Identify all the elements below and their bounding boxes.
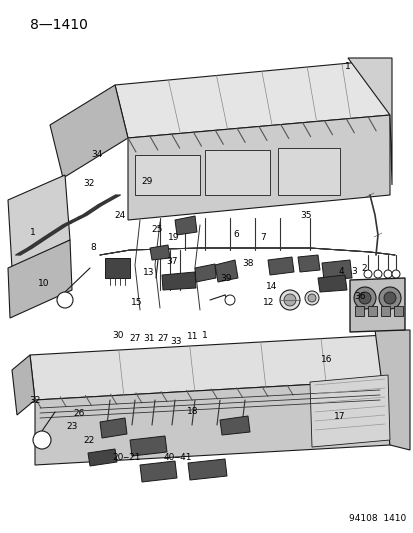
Polygon shape xyxy=(374,330,409,450)
Text: 38: 38 xyxy=(242,260,254,268)
Polygon shape xyxy=(105,258,130,278)
Bar xyxy=(354,306,363,316)
Text: 35: 35 xyxy=(300,212,311,220)
Circle shape xyxy=(383,292,395,304)
Text: 36: 36 xyxy=(354,293,365,301)
Polygon shape xyxy=(349,278,404,332)
Text: 17: 17 xyxy=(333,413,344,421)
Polygon shape xyxy=(175,216,197,235)
Text: 22: 22 xyxy=(83,437,95,445)
Text: 25: 25 xyxy=(151,225,163,233)
Circle shape xyxy=(378,287,400,309)
Bar xyxy=(393,306,402,316)
Text: 31: 31 xyxy=(143,334,154,343)
Polygon shape xyxy=(130,436,166,456)
Text: 32: 32 xyxy=(83,180,95,188)
Polygon shape xyxy=(188,459,226,480)
Text: 10: 10 xyxy=(38,279,49,288)
Text: 94108  1410: 94108 1410 xyxy=(348,514,405,523)
Text: 3: 3 xyxy=(350,268,356,276)
Text: 4: 4 xyxy=(338,268,344,276)
Polygon shape xyxy=(321,260,351,280)
Text: 40‒41: 40‒41 xyxy=(164,453,192,462)
Bar xyxy=(380,306,389,316)
Bar xyxy=(367,306,376,316)
Polygon shape xyxy=(12,355,35,415)
Text: 23: 23 xyxy=(66,422,78,431)
Polygon shape xyxy=(317,275,346,292)
Text: 8: 8 xyxy=(90,244,96,252)
Text: 12: 12 xyxy=(263,298,274,306)
Polygon shape xyxy=(161,272,195,290)
Polygon shape xyxy=(195,264,216,282)
Circle shape xyxy=(33,431,51,449)
Polygon shape xyxy=(309,375,389,447)
Text: 6: 6 xyxy=(233,230,238,239)
Text: 13: 13 xyxy=(143,269,154,277)
Polygon shape xyxy=(128,115,389,220)
Text: 29: 29 xyxy=(141,177,152,185)
Circle shape xyxy=(57,292,73,308)
Text: 19: 19 xyxy=(168,233,179,241)
Circle shape xyxy=(363,270,371,278)
Text: 7: 7 xyxy=(259,233,265,241)
Polygon shape xyxy=(297,255,319,272)
Text: 39: 39 xyxy=(219,274,231,282)
Polygon shape xyxy=(347,58,391,185)
Circle shape xyxy=(224,295,235,305)
Text: 27: 27 xyxy=(157,334,168,343)
Circle shape xyxy=(304,291,318,305)
Polygon shape xyxy=(8,175,70,268)
Circle shape xyxy=(358,292,370,304)
Text: 14: 14 xyxy=(265,282,276,291)
Circle shape xyxy=(383,270,391,278)
Circle shape xyxy=(391,270,399,278)
Text: 24: 24 xyxy=(114,212,126,220)
Polygon shape xyxy=(50,85,128,178)
Polygon shape xyxy=(204,150,269,195)
Text: 16: 16 xyxy=(320,356,332,364)
Polygon shape xyxy=(140,461,177,482)
Polygon shape xyxy=(150,245,170,260)
Text: 1: 1 xyxy=(202,332,207,340)
Polygon shape xyxy=(115,60,389,138)
Circle shape xyxy=(307,294,315,302)
Text: 33: 33 xyxy=(170,337,181,345)
Polygon shape xyxy=(8,240,72,318)
Text: 11: 11 xyxy=(186,333,198,341)
Polygon shape xyxy=(214,260,237,282)
Circle shape xyxy=(283,294,295,306)
Polygon shape xyxy=(135,155,199,195)
Polygon shape xyxy=(277,148,339,195)
Polygon shape xyxy=(88,449,117,466)
Text: 1: 1 xyxy=(344,62,350,71)
Text: 26: 26 xyxy=(73,409,84,417)
Text: 18: 18 xyxy=(186,407,198,416)
Circle shape xyxy=(373,270,381,278)
Text: 2: 2 xyxy=(361,264,366,272)
Text: 15: 15 xyxy=(131,298,142,306)
Polygon shape xyxy=(267,257,293,275)
Text: 20‒21: 20‒21 xyxy=(112,453,140,462)
Circle shape xyxy=(353,287,375,309)
Text: 37: 37 xyxy=(166,257,177,265)
Text: 30: 30 xyxy=(112,332,123,340)
Circle shape xyxy=(279,290,299,310)
Polygon shape xyxy=(35,380,389,465)
Text: 1: 1 xyxy=(30,229,36,237)
Polygon shape xyxy=(30,335,389,400)
Text: 34: 34 xyxy=(91,150,103,159)
Polygon shape xyxy=(100,418,127,438)
Text: 8—1410: 8—1410 xyxy=(30,18,88,32)
Text: 27: 27 xyxy=(128,334,140,343)
Polygon shape xyxy=(219,416,249,435)
Text: 32: 32 xyxy=(29,397,41,405)
